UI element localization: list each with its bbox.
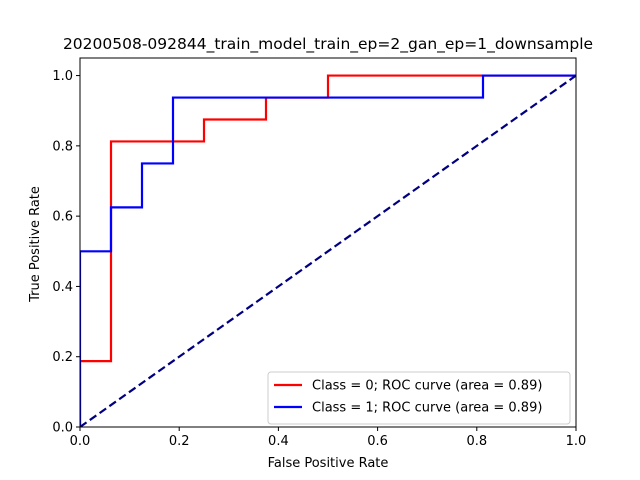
plot-frame bbox=[79, 57, 577, 428]
y-axis: 0.0 0.2 0.4 0.6 0.8 1.0 bbox=[52, 69, 80, 436]
x-tick-label: 0.4 bbox=[268, 434, 289, 449]
x-tick-label: 0.0 bbox=[70, 434, 91, 449]
legend-box bbox=[267, 371, 571, 425]
x-tick-label: 0.2 bbox=[169, 434, 190, 449]
legend: Class = 0; ROC curve (area = 0.89) Class … bbox=[267, 371, 571, 425]
y-tick-label: 1.0 bbox=[52, 69, 73, 84]
class-1-roc-line bbox=[80, 74, 576, 427]
y-tick-label: 0.8 bbox=[52, 139, 73, 154]
x-tick-label: 0.8 bbox=[466, 434, 487, 449]
y-tick-label: 0.0 bbox=[52, 421, 73, 436]
series-group bbox=[80, 74, 576, 427]
x-tick-label: 1.0 bbox=[566, 434, 587, 449]
y-tick-label: 0.2 bbox=[52, 350, 73, 365]
x-tick-label: 0.6 bbox=[367, 434, 388, 449]
legend-label: Class = 0; ROC curve (area = 0.89) bbox=[312, 379, 542, 394]
y-tick-label: 0.4 bbox=[52, 280, 73, 295]
plot-area bbox=[79, 57, 577, 428]
x-axis-label: False Positive Rate bbox=[268, 456, 389, 471]
x-axis: 0.0 0.2 0.4 0.6 0.8 1.0 bbox=[70, 427, 587, 449]
chance-diagonal-line bbox=[80, 74, 576, 427]
y-tick-label: 0.6 bbox=[52, 210, 73, 225]
class-0-roc-line bbox=[80, 74, 576, 427]
legend-label: Class = 1; ROC curve (area = 0.89) bbox=[312, 401, 542, 416]
chart-title: 20200508-092844_train_model_train_ep=2_g… bbox=[63, 35, 593, 54]
y-axis-label: True Positive Rate bbox=[28, 186, 43, 303]
